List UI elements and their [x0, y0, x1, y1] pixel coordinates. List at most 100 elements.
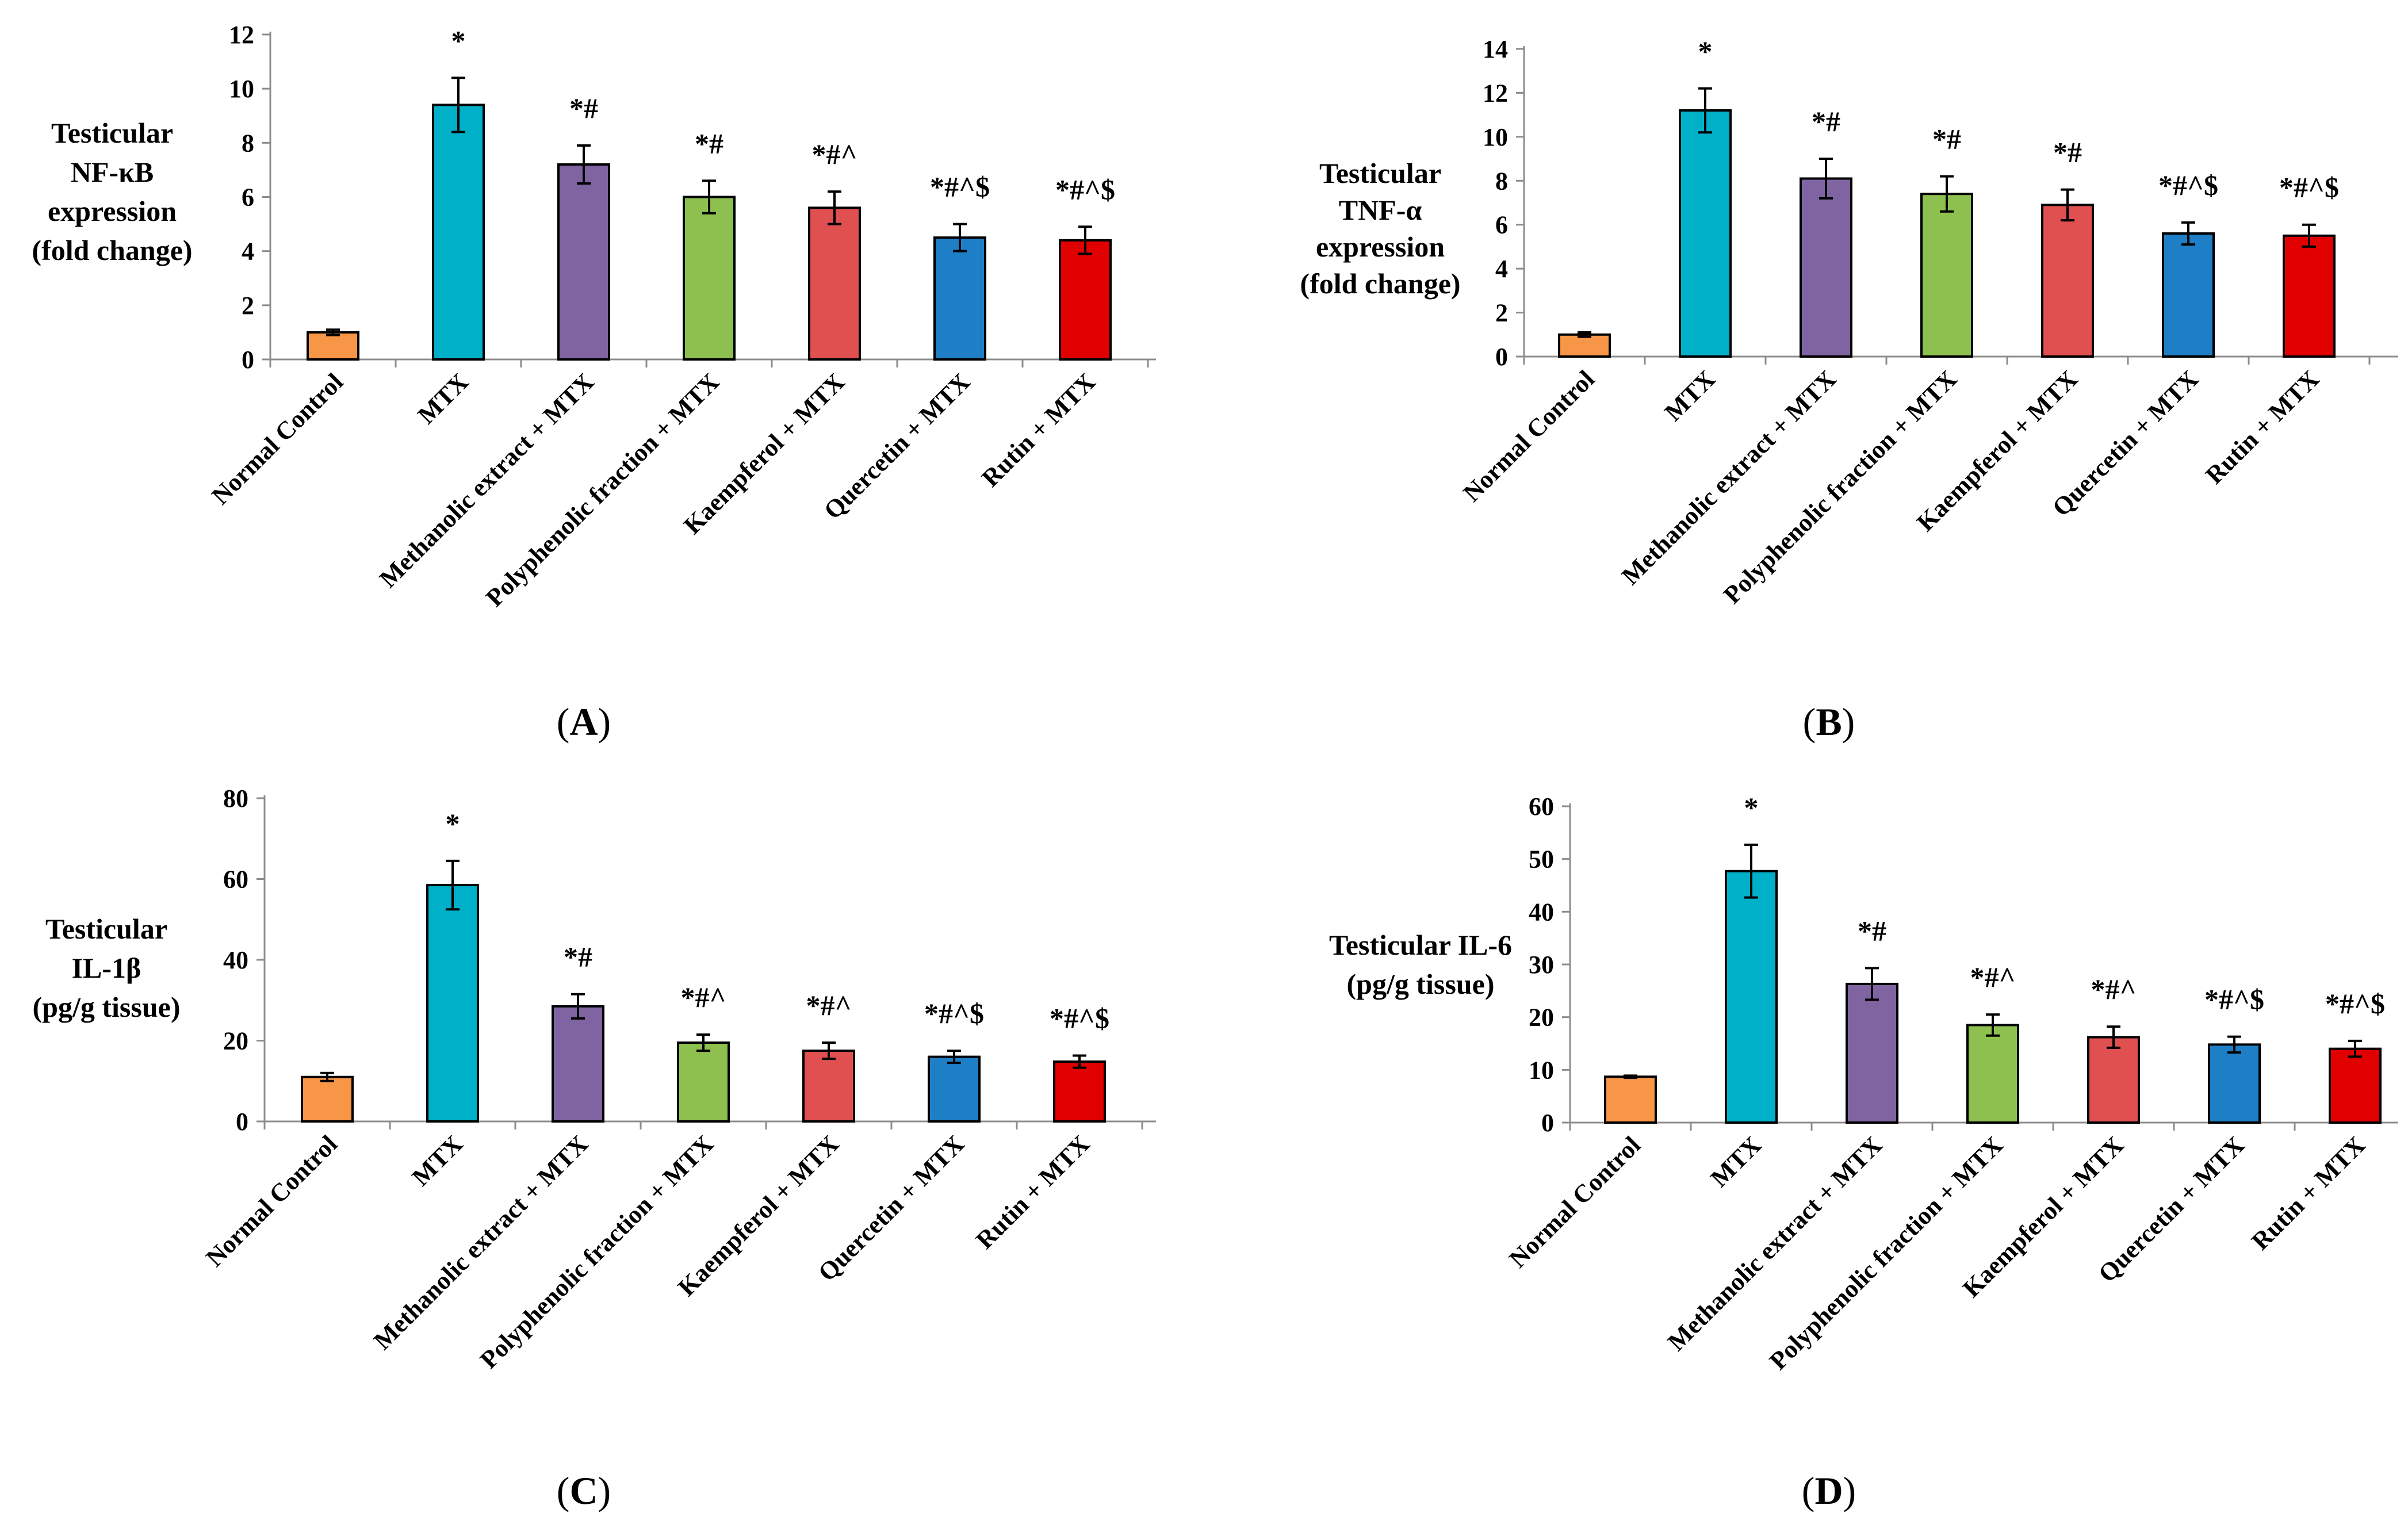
y-tick-label: 10 — [1483, 123, 1508, 151]
significance-label: *# — [1858, 914, 1886, 947]
y-axis-label: Testicular TNF-α expression (fold change) — [1300, 157, 1460, 300]
error-bar-normal-control — [1624, 1074, 1637, 1079]
error-bar-polyphenolic-fraction-mtx — [1986, 1013, 2000, 1037]
error-bar-polyphenolic-fraction-mtx — [696, 1033, 710, 1052]
error-bar-rutin-mtx — [1078, 225, 1092, 255]
bar-quercetin-mtx — [933, 236, 986, 361]
bar-kaempferol-mtx — [808, 206, 861, 361]
bar-kaempferol-mtx — [2087, 1036, 2140, 1124]
category-label: Normal Control — [201, 1129, 343, 1272]
y-tick-label: 4 — [242, 238, 254, 266]
category-label: Methanolic extract + MTX — [1662, 1131, 1888, 1356]
error-bar-rutin-mtx — [1073, 1054, 1086, 1069]
bar-normal-control — [1558, 333, 1611, 358]
panel-letter: (B) — [1803, 700, 1855, 744]
category-label: Normal Control — [1458, 365, 1601, 507]
error-bar-methanolic-extract-mtx — [1819, 158, 1833, 200]
category-label: Polyphenolic fraction + MTX — [474, 1129, 719, 1374]
y-tick-label: 0 — [236, 1108, 248, 1136]
category-label: Methanolic extract + MTX — [374, 367, 599, 593]
error-bar-kaempferol-mtx — [822, 1041, 836, 1060]
category-label: Polyphenolic fraction + MTX — [1718, 365, 1962, 609]
bar-methanolic-extract-mtx — [1800, 177, 1852, 358]
error-bar-quercetin-mtx — [2181, 221, 2195, 246]
significance-label: *# — [1812, 105, 1840, 137]
error-bar-rutin-mtx — [2348, 1039, 2362, 1058]
significance-label: *#^ — [1970, 961, 2015, 993]
significance-label: *# — [695, 127, 723, 159]
bar-mtx — [426, 884, 479, 1123]
error-bar-quercetin-mtx — [947, 1050, 961, 1064]
y-tick-label: 2 — [242, 292, 254, 320]
bar-polyphenolic-fraction-mtx — [1920, 193, 1973, 358]
y-tick-label: 20 — [223, 1027, 248, 1055]
bar-polyphenolic-fraction-mtx — [683, 196, 736, 361]
error-bar-quercetin-mtx — [953, 223, 967, 252]
category-label: Rutin + MTX — [2200, 365, 2325, 489]
y-tick-label: 0 — [1495, 343, 1508, 371]
y-tick-label: 10 — [1529, 1056, 1554, 1084]
panel-letter: (D) — [1802, 1469, 1856, 1512]
error-bar-methanolic-extract-mtx — [1865, 967, 1879, 1001]
bar-mtx — [1725, 870, 1778, 1124]
y-tick-label: 8 — [242, 129, 254, 157]
category-label: Rutin + MTX — [976, 367, 1101, 492]
bar-quercetin-mtx — [928, 1055, 981, 1123]
significance-label: *#^ — [811, 138, 857, 170]
bar-polyphenolic-fraction-mtx — [1966, 1024, 2019, 1124]
y-tick-label: 50 — [1529, 845, 1554, 874]
significance-label: *# — [1932, 123, 1961, 155]
y-axis-label: Testicular IL-1β (pg/g tissue) — [33, 913, 181, 1023]
y-tick-label: 40 — [223, 946, 248, 974]
y-tick-label: 4 — [1495, 255, 1508, 283]
bar-normal-control — [307, 331, 359, 361]
error-bar-polyphenolic-fraction-mtx — [702, 179, 716, 215]
significance-label: *#^$ — [2204, 983, 2264, 1016]
bar-mtx — [1679, 109, 1732, 358]
y-tick-label: 60 — [1529, 792, 1554, 821]
category-label: Normal Control — [1504, 1131, 1647, 1273]
y-tick-label: 80 — [223, 784, 248, 813]
y-tick-label: 2 — [1495, 299, 1508, 327]
error-bar-kaempferol-mtx — [2107, 1025, 2120, 1049]
significance-label: *#^ — [680, 981, 726, 1013]
y-tick-label: 6 — [242, 183, 254, 212]
y-tick-label: 14 — [1483, 35, 1508, 63]
significance-label: *#^$ — [2325, 987, 2385, 1020]
bar-methanolic-extract-mtx — [552, 1005, 604, 1123]
panel-letter: (C) — [557, 1469, 611, 1512]
significance-label: *#^$ — [2279, 171, 2339, 204]
bar-methanolic-extract-mtx — [557, 163, 610, 361]
error-bar-normal-control — [326, 328, 340, 336]
bar-kaempferol-mtx — [802, 1050, 855, 1123]
error-bar-normal-control — [1578, 331, 1591, 338]
error-bar-mtx — [1698, 87, 1712, 134]
y-tick-label: 30 — [1529, 951, 1554, 979]
significance-label: *# — [564, 941, 592, 973]
category-label: Methanolic extract + MTX — [1616, 365, 1842, 590]
error-bar-quercetin-mtx — [2227, 1035, 2241, 1054]
error-bar-methanolic-extract-mtx — [577, 144, 591, 185]
error-bar-mtx — [446, 859, 460, 911]
y-tick-label: 20 — [1529, 1004, 1554, 1032]
bar-kaempferol-mtx — [2041, 204, 2094, 358]
category-label: Normal Control — [206, 367, 349, 510]
y-tick-label: 0 — [242, 346, 254, 374]
bar-polyphenolic-fraction-mtx — [677, 1041, 730, 1123]
bar-quercetin-mtx — [2162, 232, 2215, 358]
significance-label: * — [451, 24, 466, 56]
category-label: MTX — [412, 367, 474, 429]
chart-panel-c: 0 20 40 60 80 Normal Control * MTX *# Methanolic … — [33, 784, 1156, 1512]
panel-letter: (A) — [557, 700, 611, 744]
significance-label: *#^$ — [2158, 169, 2218, 201]
error-bar-mtx — [1744, 843, 1758, 899]
category-label: MTX — [407, 1129, 468, 1191]
bar-quercetin-mtx — [2208, 1043, 2261, 1124]
chart-panel-d: 0 10 20 30 40 50 60 Normal Control * MTX *# Methano… — [1329, 791, 2398, 1512]
category-label: Methanolic extract + MTX — [368, 1129, 594, 1355]
significance-label: *# — [569, 92, 598, 124]
significance-label: *#^ — [806, 989, 851, 1021]
bar-rutin-mtx — [1053, 1060, 1106, 1123]
bar-rutin-mtx — [2329, 1047, 2382, 1124]
